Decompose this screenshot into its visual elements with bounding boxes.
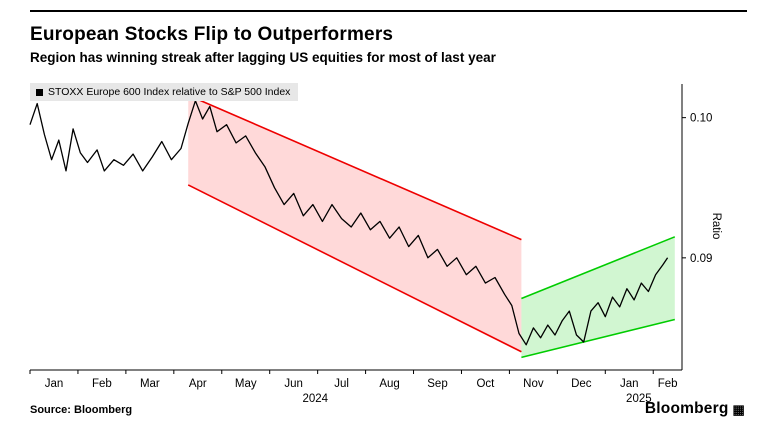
svg-text:0.10: 0.10	[690, 113, 712, 125]
chart-legend: STOXX Europe 600 Index relative to S&P 5…	[30, 83, 299, 101]
top-rule	[30, 10, 747, 12]
bloomberg-wordmark: Bloomberg	[644, 400, 729, 417]
svg-text:Jun: Jun	[284, 378, 303, 390]
svg-text:Ratio: Ratio	[710, 213, 722, 240]
terminal-grid-icon: ▦	[732, 401, 745, 417]
svg-text:Nov: Nov	[523, 378, 544, 390]
svg-text:2024: 2024	[302, 393, 328, 405]
bloomberg-logo: Bloomberg ▦	[645, 400, 745, 418]
svg-text:Dec: Dec	[571, 378, 592, 390]
svg-text:Mar: Mar	[140, 378, 160, 390]
legend-marker-icon	[36, 88, 43, 96]
svg-text:Apr: Apr	[189, 378, 207, 390]
source-note: Source: Bloomberg	[30, 404, 133, 416]
downtrend-channel	[188, 95, 522, 352]
chart-subtitle: Region has winning streak after lagging …	[30, 50, 496, 65]
svg-text:Jul: Jul	[334, 378, 349, 390]
svg-text:May: May	[235, 378, 257, 390]
svg-text:Oct: Oct	[476, 378, 495, 390]
uptrend-channel	[521, 236, 675, 358]
svg-text:Sep: Sep	[427, 378, 447, 390]
svg-text:Aug: Aug	[379, 378, 399, 390]
legend-label: STOXX Europe 600 Index relative to S&P 5…	[48, 86, 291, 98]
svg-text:Jan: Jan	[45, 378, 64, 390]
svg-text:Feb: Feb	[658, 378, 678, 390]
svg-text:Feb: Feb	[92, 378, 112, 390]
svg-text:0.09: 0.09	[690, 253, 712, 265]
chart-title: European Stocks Flip to Outperformers	[30, 24, 394, 45]
svg-text:2025: 2025	[626, 393, 652, 405]
svg-text:Jan: Jan	[620, 378, 639, 390]
